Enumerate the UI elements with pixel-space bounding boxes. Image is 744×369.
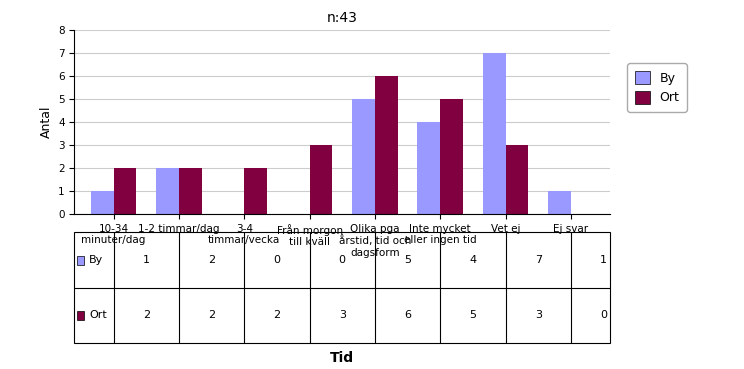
Text: 0: 0: [600, 310, 607, 321]
Bar: [77, 311, 84, 320]
Text: 2: 2: [208, 255, 215, 265]
Text: Tid: Tid: [330, 351, 354, 365]
Bar: [417, 122, 440, 214]
Bar: [483, 53, 506, 214]
Legend: By, Ort: By, Ort: [627, 63, 687, 112]
Bar: [77, 256, 84, 265]
Text: 1: 1: [600, 255, 607, 265]
Bar: [310, 145, 333, 214]
Text: 0: 0: [273, 255, 280, 265]
Text: 4: 4: [469, 255, 476, 265]
Bar: [375, 76, 398, 214]
Y-axis label: Antal: Antal: [39, 106, 53, 138]
Bar: [91, 191, 114, 214]
Text: 1: 1: [143, 255, 150, 265]
Text: 2: 2: [273, 310, 280, 321]
Bar: [114, 168, 136, 214]
Text: By: By: [89, 255, 103, 265]
Text: n:43: n:43: [327, 11, 358, 25]
Text: 0: 0: [339, 255, 346, 265]
Bar: [244, 168, 267, 214]
Text: Ort: Ort: [89, 310, 107, 321]
Bar: [179, 168, 202, 214]
Text: 2: 2: [208, 310, 215, 321]
Bar: [156, 168, 179, 214]
Text: 5: 5: [404, 255, 411, 265]
Bar: [352, 99, 375, 214]
Bar: [548, 191, 571, 214]
Text: 3: 3: [339, 310, 346, 321]
Text: 7: 7: [535, 255, 542, 265]
Text: 3: 3: [535, 310, 542, 321]
Text: 2: 2: [143, 310, 150, 321]
Text: 5: 5: [469, 310, 476, 321]
Text: 6: 6: [404, 310, 411, 321]
Bar: [506, 145, 528, 214]
Bar: [440, 99, 463, 214]
